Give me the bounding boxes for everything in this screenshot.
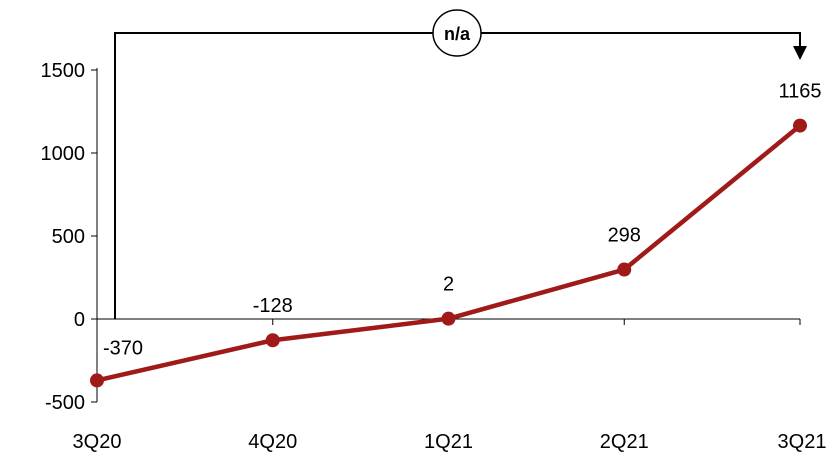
annotation-bracket: n/a (114, 9, 807, 319)
data-label: -128 (253, 295, 293, 317)
y-tick-label: 1000 (41, 143, 86, 165)
series-line (96, 123, 802, 383)
x-tick-label: 3Q21 (778, 431, 827, 453)
arrow-down-icon (793, 46, 807, 60)
y-tick-label: 500 (52, 226, 85, 248)
y-tick-label: 1500 (41, 60, 86, 82)
data-label: 1165 (778, 81, 821, 103)
annotation-bubble (432, 9, 482, 57)
x-tick-label: 4Q20 (248, 431, 297, 453)
series (90, 118, 807, 388)
y-tick-label: 0 (74, 309, 85, 331)
data-label: 298 (608, 225, 641, 247)
x-tick-label: 2Q21 (600, 431, 649, 453)
x-tick-label: 1Q21 (424, 431, 473, 453)
data-label: -370 (103, 337, 143, 359)
data-label: 2 (443, 274, 454, 296)
data-labels: -370 -128 2 298 1165 (103, 81, 822, 360)
y-tick-label: -500 (45, 392, 85, 414)
axes (96, 68, 800, 402)
annotation-label: n/a (444, 24, 471, 44)
data-point (90, 373, 104, 388)
x-tick-label: 3Q20 (73, 431, 122, 453)
y-ticks: -500 0 500 1000 1500 (41, 60, 97, 414)
x-ticks: 3Q20 4Q20 1Q21 2Q21 3Q21 (73, 319, 827, 453)
data-point (793, 118, 807, 133)
bracket-line (114, 32, 801, 319)
data-point (617, 262, 632, 277)
data-point (441, 311, 456, 326)
data-point (265, 333, 280, 348)
